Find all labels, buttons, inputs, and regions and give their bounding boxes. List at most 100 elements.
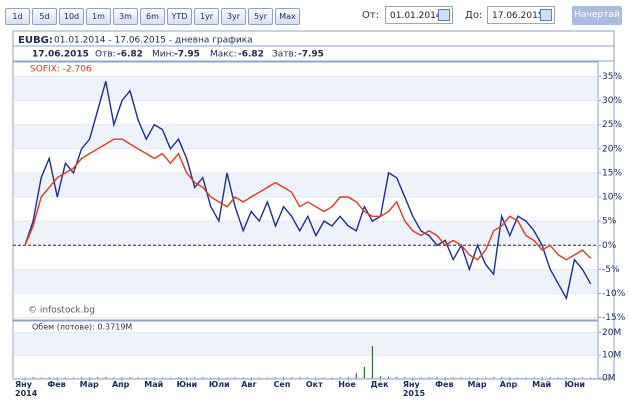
- info-value: -7.95: [298, 50, 324, 60]
- x-tick-label: Апр: [499, 380, 518, 389]
- x-tick-label: Фев: [47, 380, 66, 389]
- grid-band: [14, 332, 597, 356]
- range-button[interactable]: 1d: [5, 8, 30, 25]
- volume-bar: [347, 377, 349, 378]
- range-button[interactable]: YTD: [167, 8, 192, 25]
- range-button[interactable]: 3m: [113, 8, 138, 25]
- grid-band: [14, 172, 597, 198]
- y-tick-label: 0M: [602, 374, 616, 384]
- y-tick-label: 30%: [602, 96, 622, 106]
- volume-bar: [97, 377, 99, 378]
- range-button[interactable]: 5yr: [248, 8, 273, 25]
- volume-bar: [299, 377, 301, 378]
- volume-bar: [80, 377, 83, 378]
- info-label: Макс:: [210, 50, 237, 60]
- submit-button[interactable]: Начертай: [572, 6, 622, 25]
- x-tick-label: Май: [532, 380, 552, 389]
- to-date[interactable]: 17.06.2015: [487, 6, 555, 24]
- calendar-icon[interactable]: [540, 9, 552, 21]
- y-tick-label: 15%: [602, 168, 622, 178]
- volume-bar: [428, 377, 430, 378]
- volume-bar: [493, 377, 495, 378]
- info-label: Затв:: [272, 50, 297, 60]
- grid-band: [14, 124, 597, 149]
- y-tick-label: 5%: [602, 217, 617, 227]
- range-button[interactable]: 5d: [32, 8, 57, 25]
- info-value: -6.82: [117, 50, 143, 60]
- info-date: 17.06.2015: [32, 50, 89, 60]
- y-tick-label: 10M: [602, 351, 621, 361]
- x-tick-label: Ное: [338, 380, 356, 389]
- y-tick-label: 20%: [602, 144, 622, 154]
- y-tick-label: -5%: [602, 265, 620, 275]
- from-date[interactable]: 01.01.2014: [385, 6, 453, 24]
- series-line: [24, 81, 592, 301]
- volume-bar: [226, 377, 228, 378]
- x-tick-label: Апр: [111, 380, 130, 389]
- volume-bar: [72, 377, 75, 378]
- y-tick-label: 20M: [602, 328, 621, 338]
- grid-band: [14, 269, 597, 294]
- y-tick-label: -15%: [602, 313, 626, 323]
- volume-bar: [105, 377, 107, 378]
- symbol: EUBG:: [18, 35, 53, 46]
- panel-title: Обем (лотове): 0.3719M: [32, 323, 132, 332]
- x-tick-label: Мар: [79, 380, 99, 389]
- to-date-text: 17.06.2015: [492, 11, 544, 21]
- volume-bar: [412, 377, 414, 378]
- volume-bar: [388, 376, 390, 378]
- volume-bar: [89, 377, 91, 378]
- calendar-icon[interactable]: [438, 9, 450, 21]
- volume-bar: [355, 373, 357, 378]
- volume-bar: [194, 377, 196, 378]
- info-value: -6.82: [238, 50, 264, 60]
- range-button[interactable]: 1m: [86, 8, 111, 25]
- watermark: © infostock.bg: [28, 306, 95, 316]
- y-tick-label: -10%: [602, 289, 626, 299]
- chart-title: 01.01.2014 - 17.06.2015 - дневна графика: [54, 36, 253, 46]
- volume-bar: [436, 377, 438, 378]
- volume-bar: [379, 376, 382, 378]
- y-tick-label: 0%: [602, 241, 617, 251]
- y-tick-label: 10%: [602, 193, 622, 203]
- x-tick-label: Яну 2015: [402, 380, 426, 398]
- y-tick-label: 25%: [602, 120, 622, 130]
- volume-bar: [339, 377, 341, 378]
- x-tick-label: Юни: [564, 380, 585, 389]
- series-line: [24, 138, 592, 261]
- volume-bar: [129, 377, 131, 378]
- x-tick-label: Мар: [467, 380, 487, 389]
- volume-bar: [541, 377, 543, 378]
- x-tick-label: Фев: [435, 380, 454, 389]
- info-value: -7.95: [174, 50, 200, 60]
- volume-bar: [121, 377, 123, 378]
- volume-bar: [371, 346, 374, 378]
- range-button[interactable]: Max: [275, 8, 300, 25]
- to-label: До:: [465, 10, 483, 21]
- volume-bar: [202, 377, 204, 378]
- volume-bar: [177, 377, 180, 378]
- volume-bar: [32, 377, 34, 378]
- volume-bar: [404, 377, 406, 378]
- x-tick-label: Юни: [176, 380, 198, 389]
- range-button[interactable]: 1yr: [194, 8, 219, 25]
- from-date-text: 01.01.2014: [390, 11, 442, 21]
- x-tick-label: Сеп: [273, 380, 291, 389]
- volume-bar: [396, 377, 398, 378]
- info-bar: [12, 45, 615, 62]
- volume-bar: [282, 377, 285, 378]
- range-button[interactable]: 3yr: [221, 8, 246, 25]
- y-tick-label: 35%: [602, 72, 622, 82]
- x-tick-label: Юли: [208, 380, 230, 389]
- volume-bar: [48, 377, 50, 378]
- x-tick-label: Окт: [305, 380, 323, 389]
- range-button[interactable]: 10d: [59, 8, 84, 25]
- range-button[interactable]: 6m: [140, 8, 165, 25]
- x-tick-label: Яну 2014: [15, 380, 38, 398]
- x-tick-label: Май: [144, 380, 164, 389]
- volume-bar: [549, 377, 551, 378]
- volume-bar: [501, 377, 503, 378]
- volume-bar: [565, 377, 567, 378]
